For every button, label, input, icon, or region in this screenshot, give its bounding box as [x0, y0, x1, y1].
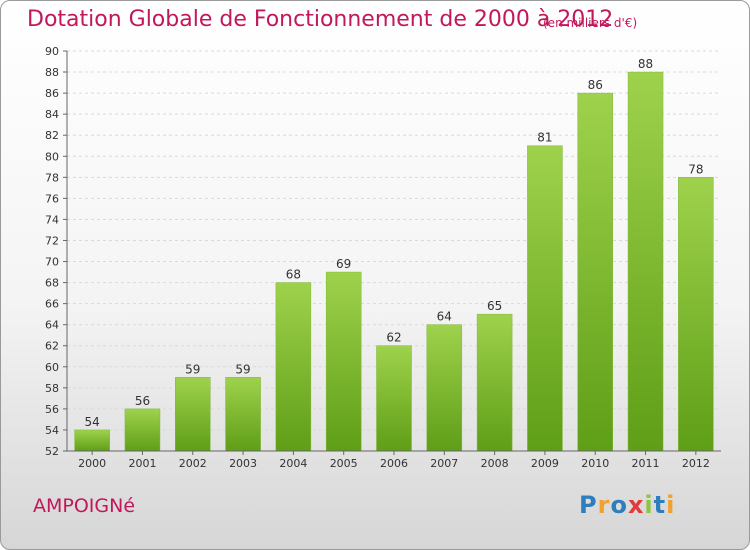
- proxiti-logo: Proxiti: [579, 491, 676, 519]
- bar: [627, 71, 664, 452]
- data-label: 65: [487, 299, 502, 313]
- bar: [325, 271, 362, 452]
- bar: [527, 145, 563, 452]
- data-label: 54: [85, 415, 100, 429]
- y-tick-label: 56: [45, 403, 59, 416]
- bar: [225, 377, 261, 452]
- data-label: 68: [286, 268, 301, 282]
- y-tick-label: 86: [45, 87, 59, 100]
- bar: [124, 408, 161, 452]
- y-tick-label: 54: [45, 424, 59, 437]
- y-tick-label: 64: [45, 319, 59, 332]
- x-tick-label: 2004: [279, 457, 307, 470]
- axes: [66, 51, 721, 455]
- y-tick-labels: 52 54 56 58 60 62 64 66 68 70 72 74 76 78 80 82 84 86 88 90: [45, 45, 59, 458]
- x-tick-label: 2007: [430, 457, 458, 470]
- x-tick-label: 2008: [481, 457, 509, 470]
- data-label: 86: [588, 78, 603, 92]
- y-tick-label: 68: [45, 277, 59, 290]
- chart-subtitle: (en milliers d'€): [543, 16, 638, 30]
- data-label: 56: [135, 394, 150, 408]
- y-tick-label: 82: [45, 129, 59, 142]
- y-tick-label: 70: [45, 256, 59, 269]
- bar: [426, 324, 463, 452]
- data-label: 69: [336, 257, 351, 271]
- bars: [74, 71, 714, 452]
- bar: [678, 177, 714, 452]
- x-tick-label: 2012: [682, 457, 710, 470]
- x-tick-label: 2002: [179, 457, 207, 470]
- x-tick-label: 2010: [581, 457, 609, 470]
- y-tick-label: 88: [45, 66, 59, 79]
- bar: [74, 429, 110, 452]
- data-label: 88: [638, 57, 653, 71]
- x-tick-label: 2009: [531, 457, 559, 470]
- y-tick-label: 62: [45, 340, 59, 353]
- y-tick-label: 72: [45, 234, 59, 247]
- bar: [577, 92, 613, 452]
- y-tick-label: 90: [45, 45, 59, 58]
- y-tick-label: 74: [45, 213, 59, 226]
- bar: [175, 377, 211, 452]
- bar: [476, 313, 513, 452]
- y-tick-label: 76: [45, 192, 59, 205]
- value-labels: 54 56 59 59 68 69 62 64 65 81 86 88 78: [85, 57, 704, 429]
- x-tick-label: 2011: [632, 457, 660, 470]
- y-tick-label: 78: [45, 171, 59, 184]
- y-tick-label: 58: [45, 382, 59, 395]
- chart-title: Dotation Globale de Fonctionnement de 20…: [27, 7, 614, 32]
- x-tick-label: 2000: [78, 457, 106, 470]
- x-tick-labels: 2000 2001 2002 2003 2004 2005 2006 2007 2008 2009…: [78, 457, 710, 470]
- bar: [376, 345, 412, 452]
- bar: [275, 282, 312, 452]
- y-tick-label: 84: [45, 108, 59, 121]
- x-tick-label: 2005: [330, 457, 358, 470]
- commune-name: AMPOIGNé: [33, 495, 136, 517]
- data-label: 62: [386, 331, 401, 345]
- y-tick-label: 80: [45, 150, 59, 163]
- data-label: 59: [185, 362, 200, 376]
- data-label: 59: [235, 362, 250, 376]
- data-label: 64: [437, 310, 452, 324]
- x-tick-label: 2001: [128, 457, 156, 470]
- data-label: 81: [537, 131, 552, 145]
- x-tick-label: 2006: [380, 457, 408, 470]
- y-tick-label: 60: [45, 361, 59, 374]
- y-tick-label: 66: [45, 298, 59, 311]
- x-tick-label: 2003: [229, 457, 257, 470]
- data-label: 78: [688, 162, 703, 176]
- y-tick-label: 52: [45, 445, 59, 458]
